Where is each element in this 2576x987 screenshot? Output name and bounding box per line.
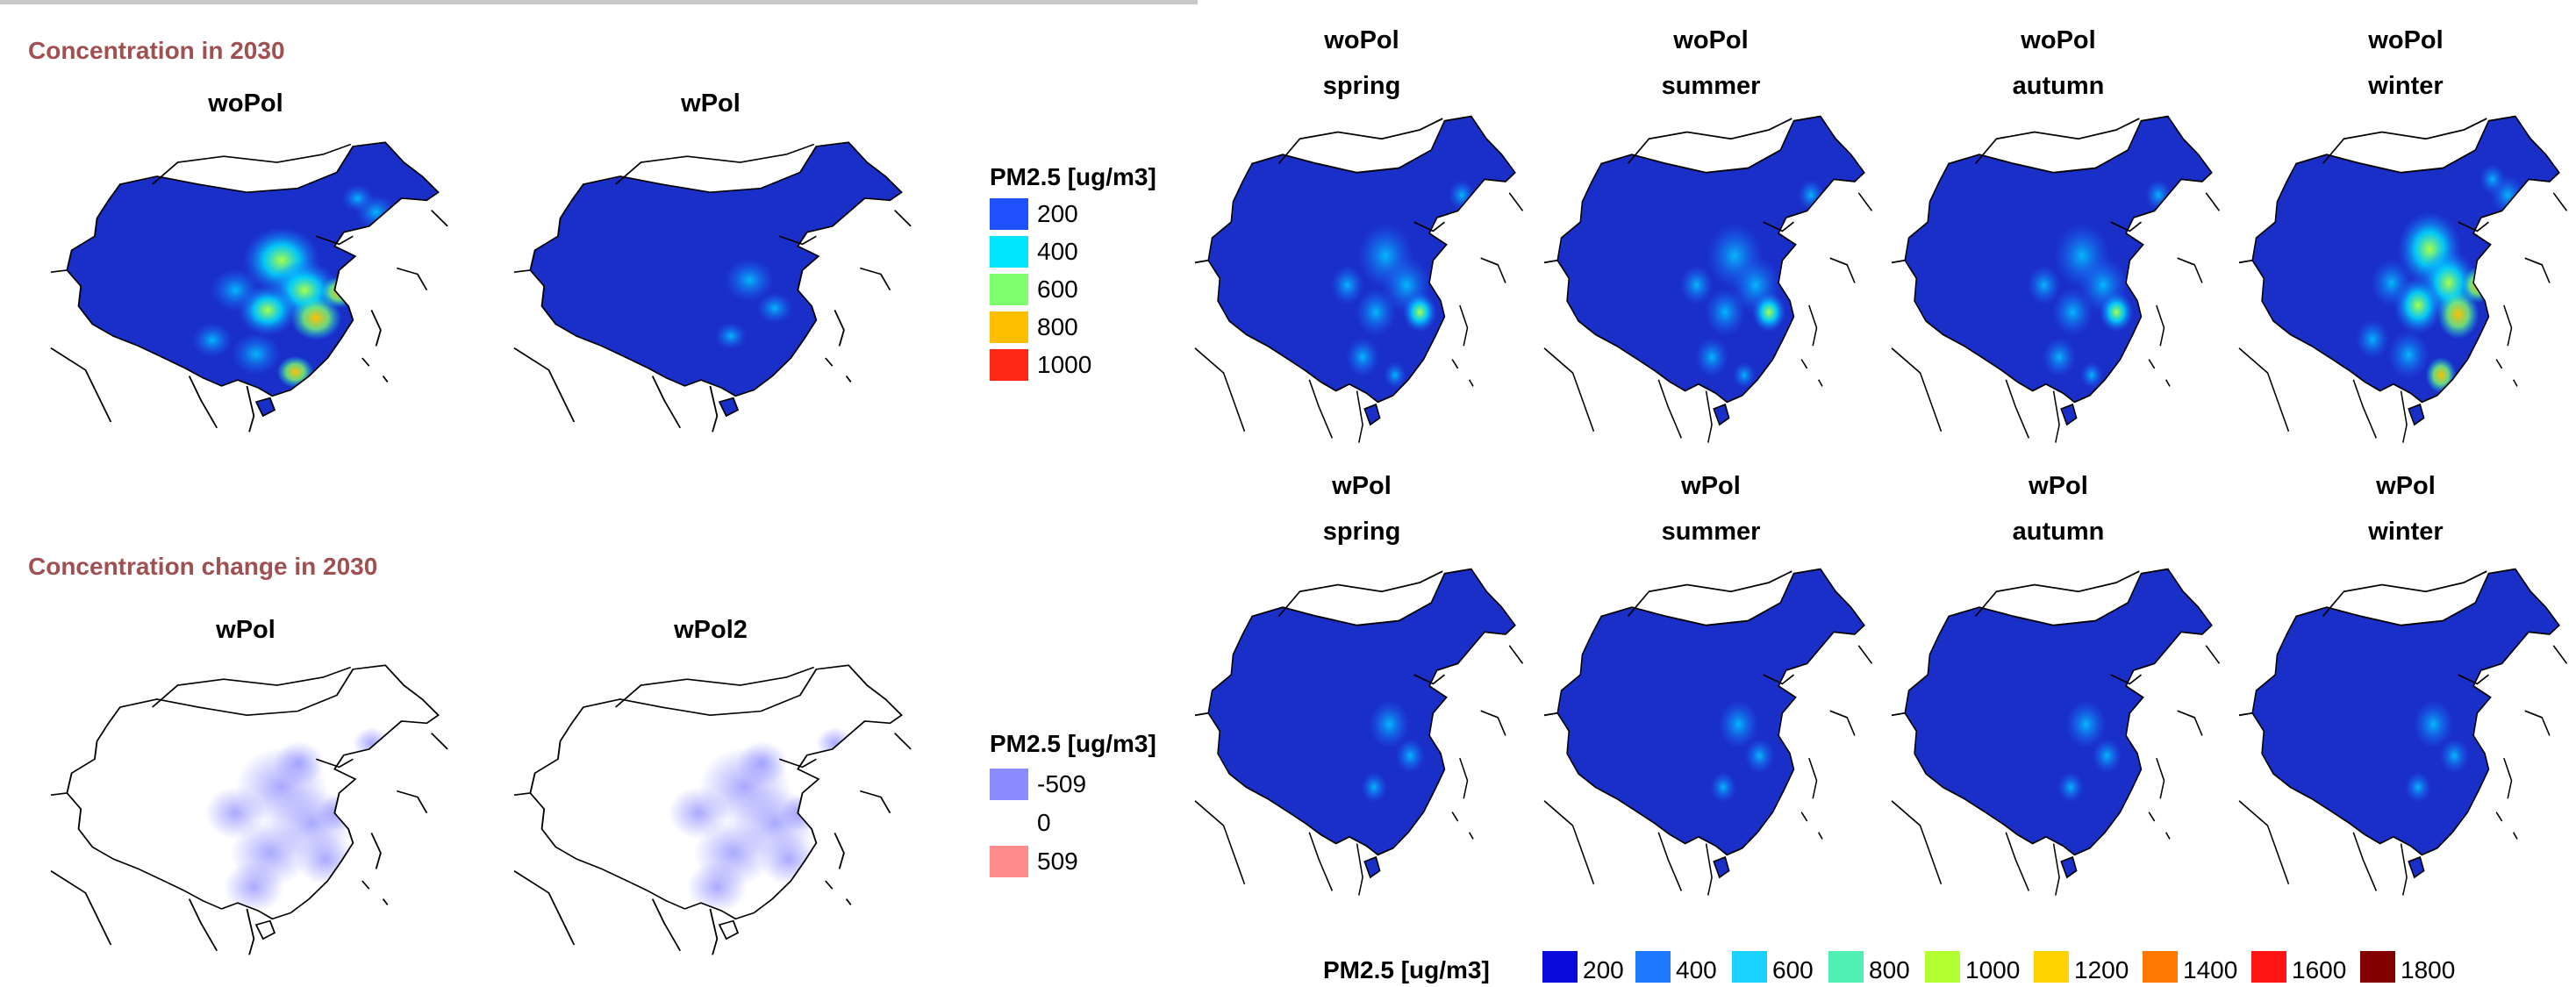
seasonal-legend-swatch bbox=[1925, 951, 1960, 983]
seasonal-legend-item: 1400 bbox=[2143, 951, 2248, 983]
change-legend-title: PM2.5 [ug/m3] bbox=[990, 730, 1156, 757]
seasonal-map-wPol-summer bbox=[1543, 567, 1878, 897]
seasonal-map-woPol-autumn bbox=[1891, 114, 2225, 444]
top-divider bbox=[0, 0, 1198, 4]
map-concentration-woPol bbox=[50, 140, 454, 433]
seasonal-title-woPol-winter: woPol bbox=[2368, 26, 2444, 54]
seasonal-legend-item: 200 bbox=[1542, 951, 1648, 983]
seasonal-legend-swatch bbox=[1828, 951, 1864, 983]
seasonal-map-wPol-winter bbox=[2238, 567, 2572, 897]
seasonal-season-wPol-summer: summer bbox=[1661, 518, 1761, 546]
seasonal-season-wPol-autumn: autumn bbox=[2012, 518, 2105, 546]
seasonal-map-woPol-winter bbox=[2238, 114, 2572, 444]
legend-item: 400 bbox=[990, 236, 1165, 271]
seasonal-legend: PM2.5 [ug/m3] 200 400 600 800 1000 1200 1400 16… bbox=[1323, 949, 2576, 984]
seasonal-season-woPol-winter: winter bbox=[2368, 72, 2444, 100]
seasonal-legend-label: 1800 bbox=[2401, 956, 2456, 983]
legend-swatch bbox=[990, 311, 1028, 343]
legend-swatch bbox=[990, 274, 1028, 305]
legend-label: 0 bbox=[1037, 809, 1051, 836]
seasonal-season-woPol-summer: summer bbox=[1661, 72, 1761, 100]
seasonal-legend-item: 600 bbox=[1732, 951, 1837, 983]
map-concentration-wPol bbox=[513, 140, 918, 433]
seasonal-legend-swatch bbox=[2360, 951, 2395, 983]
seasonal-legend-label: 200 bbox=[1583, 956, 1624, 983]
seasonal-legend-swatch bbox=[1542, 951, 1578, 983]
legend-item: 1000 bbox=[990, 349, 1165, 384]
seasonal-title-woPol-autumn: woPol bbox=[2021, 26, 2096, 54]
legend-label: 400 bbox=[1037, 238, 1078, 265]
legend-swatch bbox=[990, 198, 1028, 230]
legend-swatch bbox=[990, 349, 1028, 381]
legend-item: 200 bbox=[990, 198, 1165, 233]
seasonal-title-woPol-spring: woPol bbox=[1324, 26, 1399, 54]
seasonal-legend-label: 1200 bbox=[2074, 956, 2129, 983]
legend-swatch bbox=[990, 769, 1028, 800]
seasonal-title-wPol-autumn: wPol bbox=[2029, 472, 2088, 500]
seasonal-season-woPol-spring: spring bbox=[1322, 72, 1401, 100]
seasonal-season-wPol-spring: spring bbox=[1322, 518, 1401, 546]
seasonal-legend-item: 800 bbox=[1828, 951, 1934, 983]
seasonal-legend-item: 1200 bbox=[2034, 951, 2139, 983]
seasonal-map-woPol-summer bbox=[1543, 114, 1878, 444]
map-title-wPol2-change: wPol2 bbox=[674, 616, 748, 644]
seasonal-legend-label: 400 bbox=[1676, 956, 1717, 983]
legend-swatch bbox=[990, 807, 1028, 839]
legend-item: 800 bbox=[990, 311, 1165, 347]
legend-item: -509 bbox=[990, 769, 1165, 804]
seasonal-map-wPol-autumn bbox=[1891, 567, 2225, 897]
seasonal-legend-label: 1000 bbox=[1965, 956, 2021, 983]
seasonal-legend-swatch bbox=[2034, 951, 2069, 983]
seasonal-legend-label: 800 bbox=[1869, 956, 1910, 983]
concentration-section-title: Concentration in 2030 bbox=[28, 37, 285, 64]
change-section-title: Concentration change in 2030 bbox=[28, 553, 378, 580]
legend-label: 200 bbox=[1037, 200, 1078, 227]
seasonal-legend-label: 1400 bbox=[2183, 956, 2238, 983]
legend-item: 0 bbox=[990, 807, 1165, 842]
seasonal-title-woPol-summer: woPol bbox=[1673, 26, 1749, 54]
legend-label: 509 bbox=[1037, 848, 1078, 875]
map-change-wPol2 bbox=[513, 663, 918, 956]
map-title-wPol-change: wPol bbox=[216, 616, 275, 644]
seasonal-legend-title: PM2.5 [ug/m3] bbox=[1323, 956, 1490, 983]
seasonal-title-wPol-winter: wPol bbox=[2376, 472, 2436, 500]
seasonal-map-wPol-spring bbox=[1194, 567, 1528, 897]
seasonal-map-woPol-spring bbox=[1194, 114, 1528, 444]
map-title-wPol: wPol bbox=[681, 89, 741, 118]
seasonal-legend-item: 1600 bbox=[2251, 951, 2357, 983]
seasonal-legend-label: 600 bbox=[1772, 956, 1814, 983]
legend-swatch bbox=[990, 236, 1028, 268]
seasonal-legend-swatch bbox=[2251, 951, 2286, 983]
seasonal-season-woPol-autumn: autumn bbox=[2012, 72, 2105, 100]
seasonal-title-wPol-summer: wPol bbox=[1681, 472, 1741, 500]
legend-swatch bbox=[990, 846, 1028, 877]
seasonal-legend-label: 1600 bbox=[2292, 956, 2347, 983]
map-change-wPol bbox=[50, 663, 454, 956]
legend-item: 509 bbox=[990, 846, 1165, 881]
legend-label: 1000 bbox=[1037, 351, 1092, 378]
legend-label: 600 bbox=[1037, 275, 1078, 303]
legend-label: -509 bbox=[1037, 770, 1087, 797]
legend-label: 800 bbox=[1037, 313, 1078, 340]
concentration-legend-title: PM2.5 [ug/m3] bbox=[990, 163, 1156, 190]
seasonal-legend-swatch bbox=[2143, 951, 2178, 983]
seasonal-legend-item: 1000 bbox=[1925, 951, 2030, 983]
map-title-woPol: woPol bbox=[208, 89, 283, 118]
seasonal-legend-item: 1800 bbox=[2360, 951, 2465, 983]
seasonal-title-wPol-spring: wPol bbox=[1332, 472, 1392, 500]
seasonal-legend-item: 400 bbox=[1635, 951, 1741, 983]
seasonal-season-wPol-winter: winter bbox=[2368, 518, 2444, 546]
seasonal-legend-swatch bbox=[1732, 951, 1767, 983]
legend-item: 600 bbox=[990, 274, 1165, 309]
seasonal-legend-swatch bbox=[1635, 951, 1671, 983]
